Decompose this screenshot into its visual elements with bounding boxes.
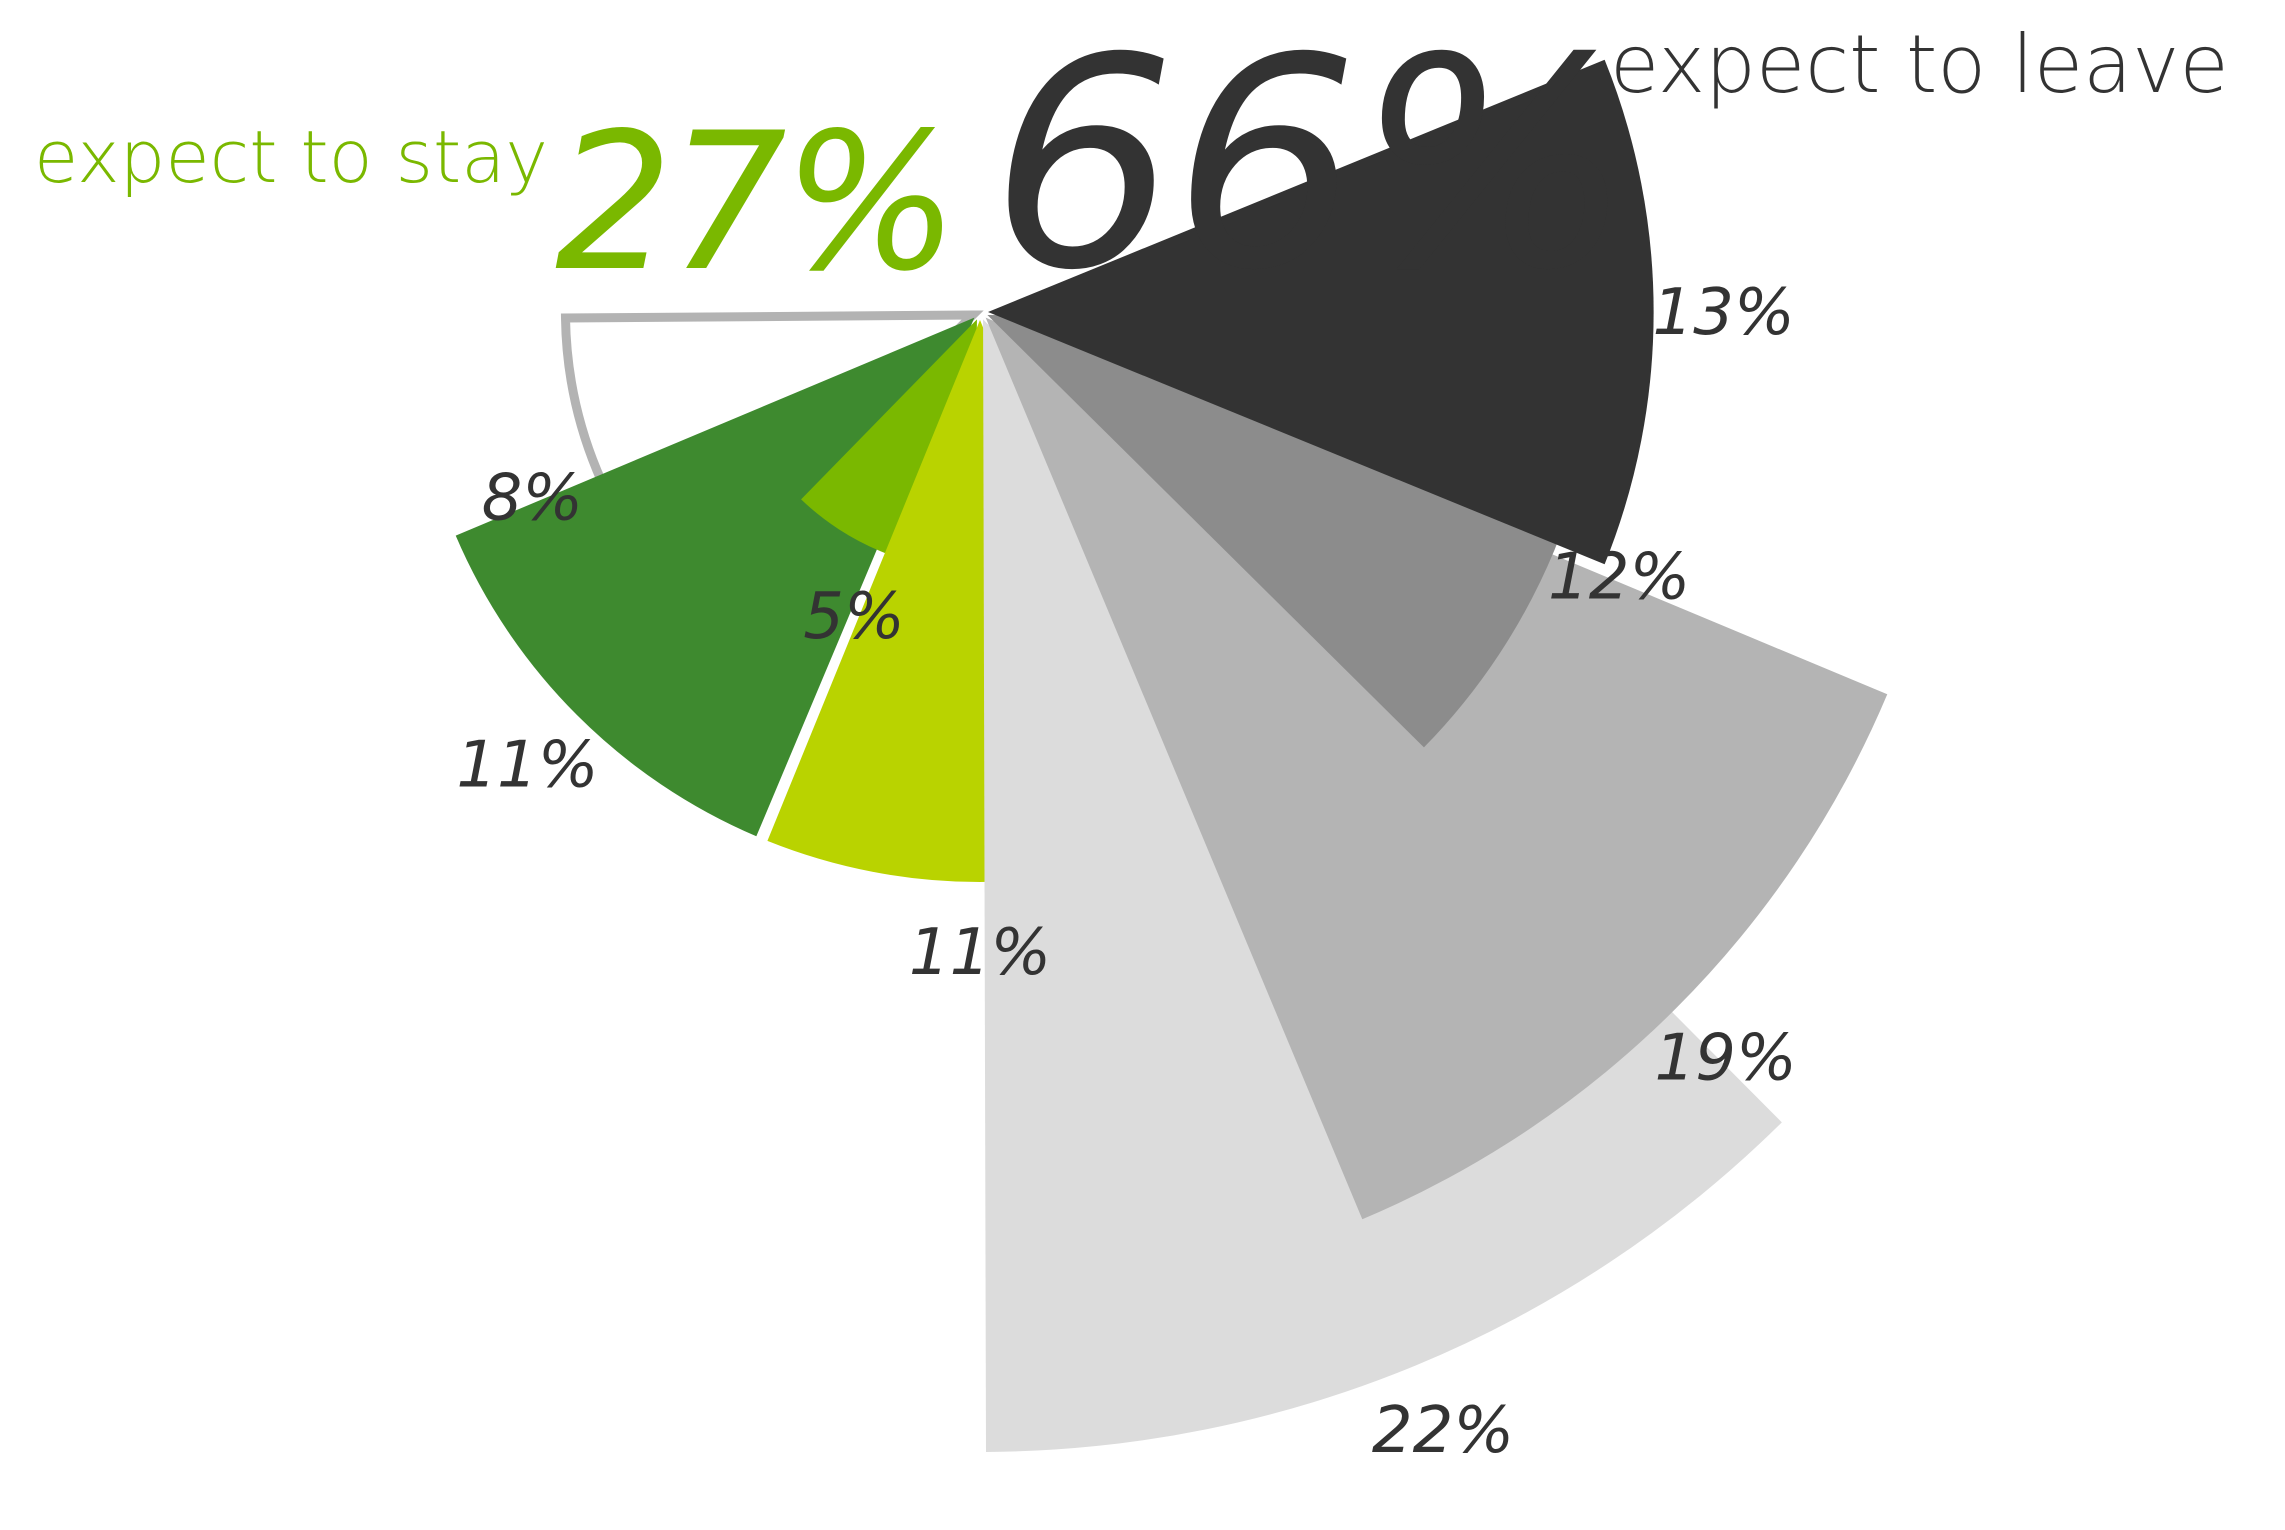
slice-label-7: 12% xyxy=(1548,541,1690,615)
slice-2 xyxy=(455,317,975,837)
leave-total: 66% xyxy=(990,0,1630,334)
slice-label-6: 19% xyxy=(1655,1022,1797,1096)
slice-label-4: 11% xyxy=(909,916,1051,990)
slice-label-1: 8% xyxy=(482,461,584,535)
slice-labels: 8% 11% 5% 11% 22% 19% 12% 13% xyxy=(456,276,1796,1468)
slice-label-5: 22% xyxy=(1372,1394,1514,1468)
slice-label-8: 13% xyxy=(1653,276,1795,350)
slice-label-2: 11% xyxy=(456,729,598,803)
stay-total: 27% xyxy=(555,92,955,313)
slice-8 xyxy=(988,59,1654,565)
chart-slices xyxy=(455,59,1888,1452)
slice-6 xyxy=(985,317,1888,1220)
slice-label-3: 5% xyxy=(803,580,905,654)
stay-caption: expect to stay xyxy=(34,115,548,199)
leave-caption: expect to leave xyxy=(1610,18,2229,111)
